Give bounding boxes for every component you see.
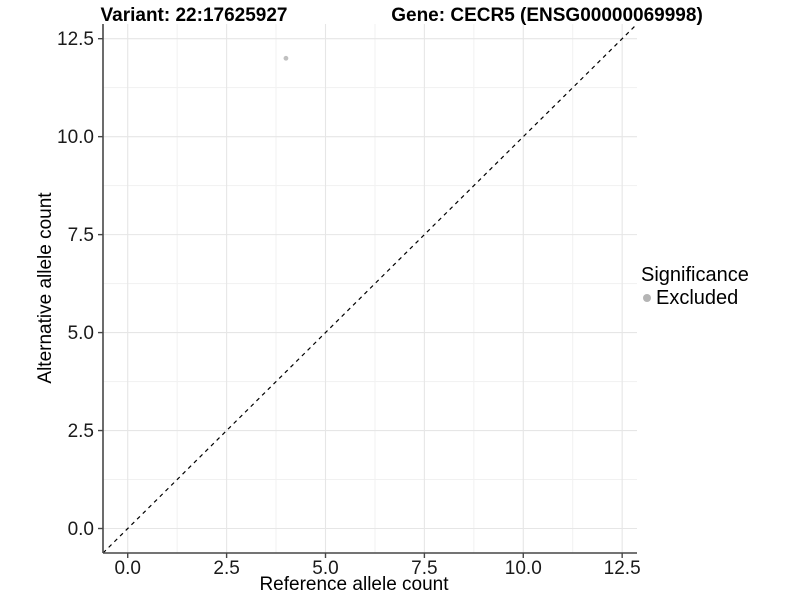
y-tick-label: 5.0	[68, 323, 94, 344]
x-tick-label: 2.5	[213, 558, 239, 579]
y-axis-title: Alternative allele count	[35, 192, 56, 384]
y-tick-label: 12.5	[57, 29, 94, 50]
x-tick-label: 5.0	[312, 558, 338, 579]
legend-entry-label: Excluded	[656, 287, 739, 309]
x-tick-label: 7.5	[411, 558, 437, 579]
y-tick-label: 0.0	[68, 519, 94, 540]
plot-title-gene: Gene: CECR5 (ENSG00000069998)	[391, 5, 703, 26]
x-tick-label: 10.0	[505, 558, 542, 579]
legend-point-icon	[643, 294, 651, 302]
legend: Significance Excluded	[641, 263, 749, 309]
legend-entry-excluded: Excluded	[641, 287, 749, 309]
x-tick-label: 12.5	[604, 558, 641, 579]
x-axis-title: Reference allele count	[259, 574, 449, 595]
legend-title: Significance	[641, 264, 749, 286]
y-tick-label: 10.0	[57, 127, 94, 148]
identity-reference-line	[102, 23, 638, 554]
x-tick-label: 0.0	[115, 558, 141, 579]
data-point	[283, 55, 289, 61]
y-tick-label: 2.5	[68, 421, 94, 442]
plot-title-variant: Variant: 22:17625927	[100, 5, 288, 26]
y-tick-label: 7.5	[68, 225, 94, 246]
